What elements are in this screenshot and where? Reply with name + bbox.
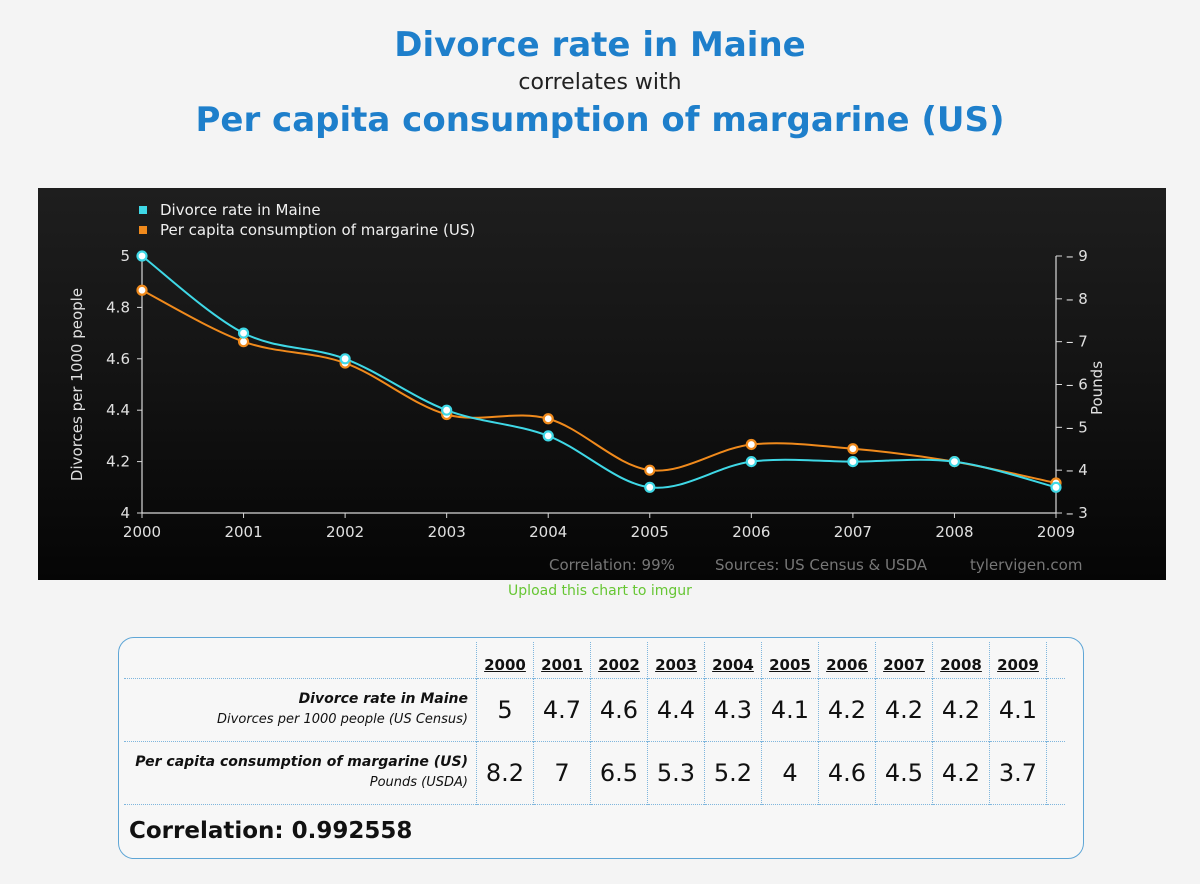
x-tick-label: 2002 — [326, 523, 364, 541]
legend-swatch — [139, 206, 147, 214]
y-left-tick-label: 5 — [120, 247, 130, 265]
row-label: Divorce rate in Maine Divorces per 1000 … — [124, 677, 477, 741]
table-row: Per capita consumption of margarine (US)… — [124, 740, 1065, 804]
y-right-tick-label: – 9 — [1066, 247, 1088, 265]
y-left-axis-title: Divorces per 1000 people — [68, 288, 86, 481]
y-right-tick-label: – 8 — [1066, 290, 1088, 308]
chart-panel: 4 4.2 4.4 4.6 4.8 5 – 3 – 4 – 5 – 6 – 7 – 8 – 9 2000 2… — [38, 188, 1166, 580]
table-cell: 4.2 — [818, 677, 876, 741]
year-header: 2004 — [704, 642, 762, 678]
line-chart: 4 4.2 4.4 4.6 4.8 5 – 3 – 4 – 5 – 6 – 7 – 8 – 9 2000 2… — [68, 201, 1106, 574]
x-tick-label: 2004 — [529, 523, 567, 541]
data-point-divorce-rate — [745, 456, 757, 468]
x-tick-label: 2007 — [834, 523, 872, 541]
table-cell: 6.5 — [590, 740, 648, 804]
year-header: 2000 — [476, 642, 534, 678]
table-cell: 4.5 — [875, 740, 933, 804]
row-label: Per capita consumption of margarine (US)… — [124, 740, 477, 804]
y-left-tick-label: 4.8 — [106, 298, 130, 316]
data-point-divorce-rate — [542, 430, 554, 442]
y-right-axis-title: Pounds — [1088, 361, 1106, 415]
table-cell: 4.7 — [533, 677, 591, 741]
page-title: Divorce rate in Maine — [394, 25, 806, 65]
year-header: 2006 — [818, 642, 876, 678]
y-right-tick-label: – 3 — [1066, 504, 1088, 522]
year-header: 2009 — [989, 642, 1047, 678]
year-header: 2005 — [761, 642, 819, 678]
upload-chart-link[interactable]: Upload this chart to imgur — [508, 583, 692, 599]
data-point-divorce-rate — [237, 327, 250, 339]
data-point-divorce-rate — [339, 353, 351, 365]
x-tick-label: 2003 — [428, 523, 466, 541]
data-table-card: 2000 2001 2002 2003 2004 2005 2006 2007 … — [118, 637, 1084, 859]
x-tick-label: 2005 — [631, 523, 669, 541]
data-point-divorce-rate — [441, 404, 453, 416]
table-cell: 7 — [533, 740, 591, 804]
table-cell: 4.2 — [875, 677, 933, 741]
legend-label: Divorce rate in Maine — [160, 201, 321, 219]
data-point-margarine — [644, 464, 656, 476]
year-header: 2007 — [875, 642, 933, 678]
data-point-divorce-rate — [1050, 481, 1062, 493]
y-right-tick-label: – 6 — [1066, 376, 1088, 394]
footer-site: tylervigen.com — [970, 556, 1082, 574]
data-point-divorce-rate — [948, 456, 961, 468]
table-cell: 4.6 — [590, 677, 648, 741]
y-left-tick-label: 4 — [120, 504, 130, 522]
y-right-tick-label: – 5 — [1066, 418, 1088, 436]
y-left-tick-label: 4.4 — [106, 401, 130, 419]
row-subtitle: Divorces per 1000 people (US Census) — [217, 712, 468, 727]
table-cell: 4.1 — [761, 677, 819, 741]
year-header: 2003 — [647, 642, 705, 678]
data-point-divorce-rate — [644, 481, 656, 493]
table-cell: 3.7 — [989, 740, 1047, 804]
series-line-margarine — [141, 289, 1057, 484]
x-tick-label: 2006 — [732, 523, 770, 541]
table-header-row: 2000 2001 2002 2003 2004 2005 2006 2007 … — [124, 642, 1065, 678]
y-left-tick-label: 4.6 — [106, 350, 130, 368]
year-header: 2001 — [533, 642, 591, 678]
legend-label: Per capita consumption of margarine (US) — [160, 221, 475, 239]
table-cell: 4.4 — [647, 677, 705, 741]
data-point-divorce-rate — [847, 456, 859, 468]
data-point-margarine — [745, 438, 757, 451]
page-subtitle: Per capita consumption of margarine (US) — [195, 100, 1005, 140]
table-cell: 8.2 — [476, 740, 534, 804]
table-cell: 5.3 — [647, 740, 705, 804]
table-cell: 5.2 — [704, 740, 762, 804]
table-row: Divorce rate in Maine Divorces per 1000 … — [124, 677, 1065, 741]
table-cell: 4.2 — [932, 740, 990, 804]
y-right-tick-label: – 7 — [1066, 333, 1088, 351]
data-point-divorce-rate — [136, 250, 148, 262]
table-cell: 5 — [476, 677, 534, 741]
row-title: Per capita consumption of margarine (US) — [135, 754, 468, 770]
y-left-tick-label: 4.2 — [106, 453, 130, 471]
data-table: 2000 2001 2002 2003 2004 2005 2006 2007 … — [124, 642, 1065, 805]
x-tick-label: 2008 — [935, 523, 973, 541]
correlation-value: Correlation: 0.992558 — [129, 818, 413, 844]
x-tick-label: 2001 — [224, 523, 262, 541]
footer-correlation: Correlation: 99% — [549, 556, 675, 574]
table-cell: 4.1 — [989, 677, 1047, 741]
series-line-divorce-rate — [141, 255, 1057, 489]
table-cell: 4.6 — [818, 740, 876, 804]
year-header: 2008 — [932, 642, 990, 678]
footer-sources: Sources: US Census & USDA — [715, 556, 928, 574]
legend-swatch — [139, 226, 147, 234]
table-cell: 4 — [761, 740, 819, 804]
x-tick-label: 2009 — [1037, 523, 1075, 541]
x-tick-label: 2000 — [123, 523, 161, 541]
table-cell: 4.3 — [704, 677, 762, 741]
chart-titles: Divorce rate in Maine correlates with Pe… — [0, 22, 1200, 142]
data-point-margarine — [542, 413, 554, 425]
year-header: 2002 — [590, 642, 648, 678]
row-subtitle: Pounds (USDA) — [369, 775, 468, 790]
y-right-tick-label: – 4 — [1066, 461, 1088, 479]
row-title: Divorce rate in Maine — [298, 691, 468, 707]
title-connector: correlates with — [518, 70, 682, 95]
data-point-margarine — [847, 443, 859, 455]
table-cell: 4.2 — [932, 677, 990, 741]
data-point-margarine — [136, 284, 148, 296]
